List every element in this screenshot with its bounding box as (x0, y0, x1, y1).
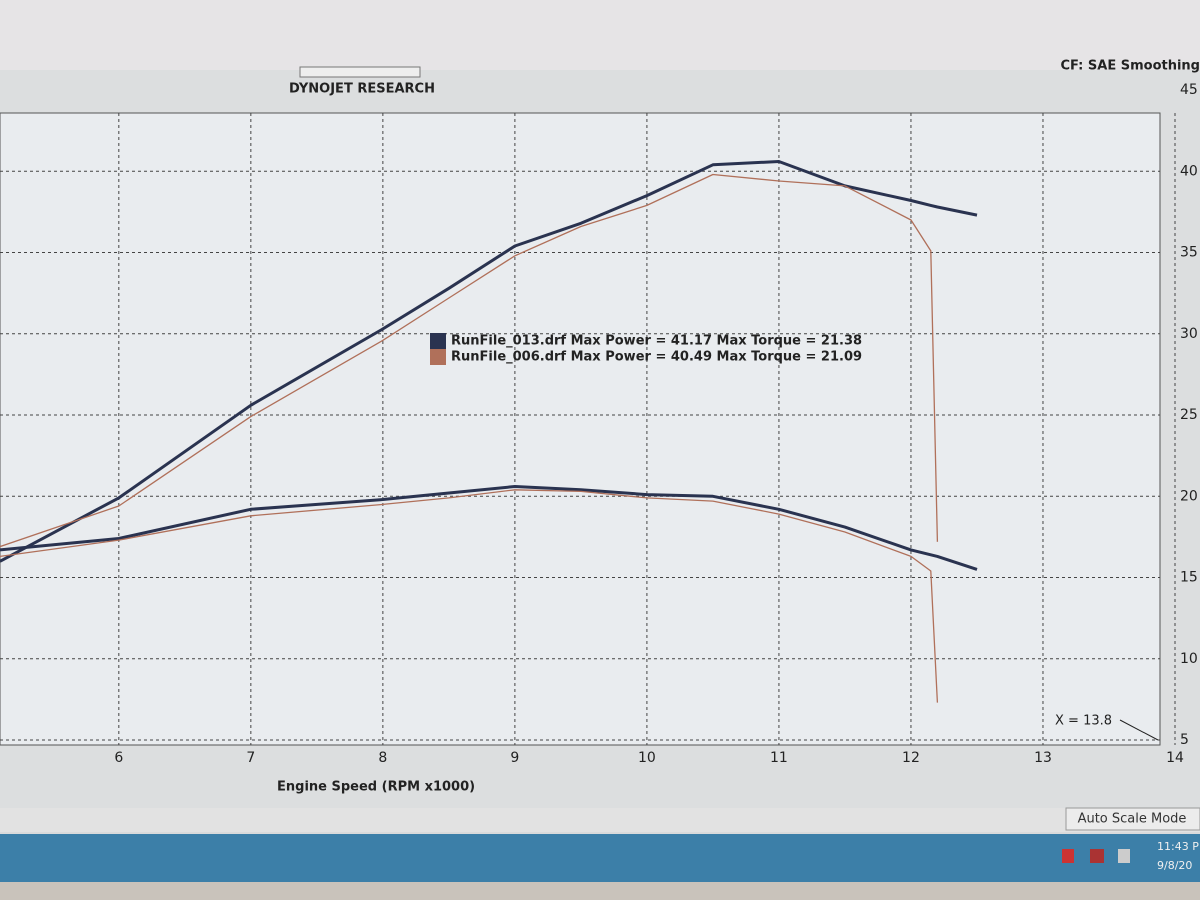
status-bar (0, 808, 1200, 832)
x-tick-label: 13 (1034, 750, 1052, 766)
torque-line (0, 489, 939, 703)
taskbar (0, 834, 1200, 882)
legend-entry: RunFile_013.drf Max Power = 41.17 Max To… (451, 334, 862, 349)
y-tick-label: 10 (1180, 651, 1198, 667)
x-tick-label: 6 (114, 750, 123, 766)
screen-bezel (0, 882, 1200, 900)
y-tick-label: 25 (1180, 407, 1198, 423)
x-axis-label: Engine Speed (RPM x1000) (277, 780, 475, 795)
chart: 6 7 8 9 10 11 12 13 14 5 10 15 20 25 30 35 40 45 RunFile_0… (0, 82, 1198, 766)
status-cell (1065, 807, 1200, 831)
y-tick-label: 15 (1180, 570, 1198, 586)
taskbar-date: 9/8/20 (1157, 859, 1192, 872)
legend-swatch (430, 349, 446, 365)
tray-icon[interactable] (1118, 849, 1130, 863)
x-tick-label: 12 (902, 750, 920, 766)
tray-icon[interactable] (1090, 849, 1104, 863)
y-tick-label: 40 (1180, 163, 1198, 179)
app-title: DYNOJET RESEARCH (289, 82, 435, 97)
x-tick-label: 9 (510, 750, 519, 766)
power-line (0, 160, 978, 563)
y-tick-label: 30 (1180, 326, 1198, 342)
y-tick-label: 5 (1180, 732, 1189, 748)
cursor-pointer (1119, 719, 1159, 741)
y-tick-label: 20 (1180, 488, 1198, 504)
power-line (0, 173, 939, 548)
x-tick-label: 11 (770, 750, 788, 766)
y-tick-label: 45 (1180, 82, 1198, 98)
x-tick-label: 7 (246, 750, 255, 766)
tray-icon[interactable] (1062, 849, 1074, 863)
plot-area (0, 112, 1161, 746)
status-mode: Auto Scale Mode (1078, 812, 1187, 827)
x-tick-label: 8 (378, 750, 387, 766)
cursor-readout: X = 13.8 (1055, 714, 1112, 729)
taskbar-time: 11:43 P (1157, 840, 1199, 853)
x-tick-label: 10 (638, 750, 656, 766)
legend-entry: RunFile_006.drf Max Power = 40.49 Max To… (451, 350, 862, 365)
x-tick-label: 14 (1166, 750, 1184, 766)
torque-line (0, 485, 978, 571)
y-tick-label: 35 (1180, 245, 1198, 261)
settings-label: CF: SAE Smoothing (1060, 59, 1200, 74)
splitter-handle[interactable] (299, 66, 421, 78)
window-top (0, 0, 1200, 70)
legend-swatch (430, 333, 446, 349)
